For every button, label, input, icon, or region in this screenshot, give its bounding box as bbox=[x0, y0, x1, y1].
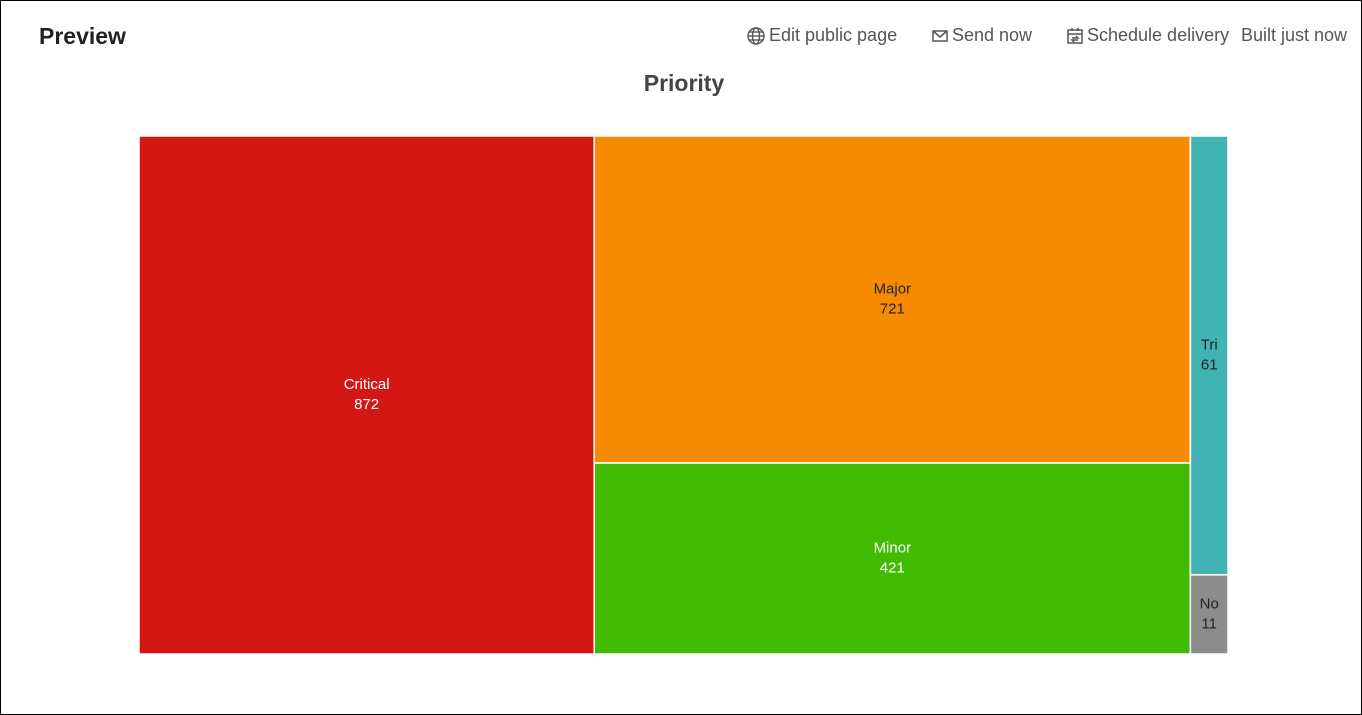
cell-value: 61 bbox=[1201, 356, 1218, 373]
send-now-button[interactable]: Send now bbox=[931, 25, 1032, 46]
build-status: Built just now bbox=[1241, 25, 1347, 46]
schedule-delivery-button[interactable]: Schedule delivery bbox=[1066, 25, 1229, 46]
treemap-cell bbox=[593, 462, 1192, 655]
cell-value: 11 bbox=[1201, 615, 1217, 632]
edit-public-page-button[interactable]: Edit public page bbox=[746, 25, 897, 46]
cell-label: No bbox=[1200, 595, 1219, 612]
button-label: Schedule delivery bbox=[1087, 25, 1230, 45]
cell-value: 872 bbox=[354, 396, 379, 413]
chart-title: Priority bbox=[644, 70, 725, 96]
treemap-cell bbox=[593, 135, 1192, 464]
globe-icon bbox=[747, 26, 765, 45]
cell-label: Critical bbox=[344, 376, 390, 393]
button-label: Edit public page bbox=[769, 25, 898, 45]
treemap-cell bbox=[1189, 135, 1229, 576]
treemap-cell bbox=[138, 135, 595, 655]
cell-value: 721 bbox=[880, 300, 905, 317]
button-label: Send now bbox=[952, 25, 1033, 45]
calendar-icon bbox=[1067, 27, 1083, 44]
cell-label: Major bbox=[874, 280, 912, 297]
page-title: Preview bbox=[39, 23, 126, 49]
cell-label: Minor bbox=[874, 539, 912, 556]
cell-value: 421 bbox=[880, 559, 905, 576]
status-text: Built just now bbox=[1241, 25, 1348, 45]
cell-label: Tri bbox=[1201, 336, 1218, 353]
mail-icon bbox=[932, 29, 948, 42]
treemap-cell bbox=[1189, 574, 1229, 655]
